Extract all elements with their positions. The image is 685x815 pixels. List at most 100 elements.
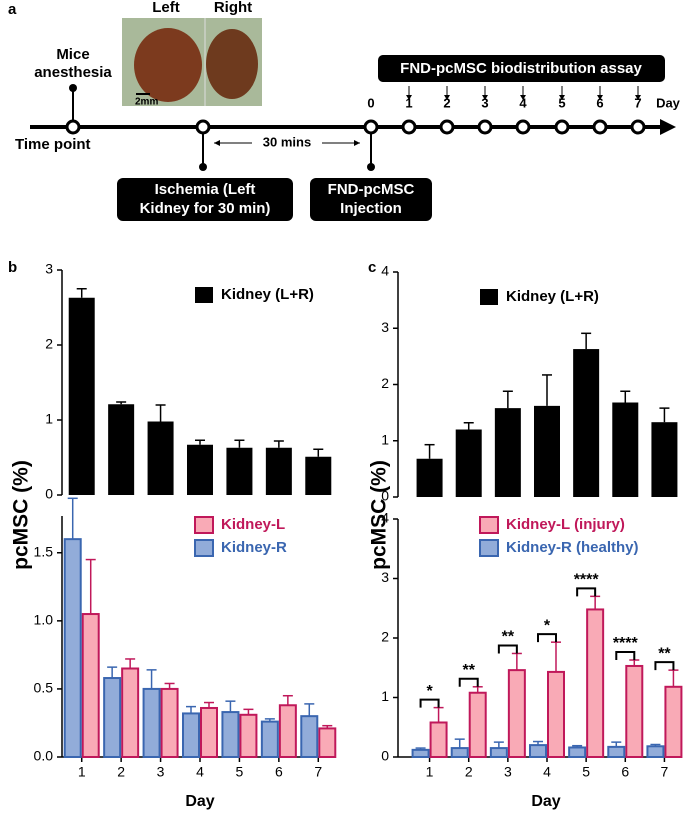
significance-bracket [497, 644, 518, 654]
day-label: 1 [405, 95, 412, 110]
y-tick-label: 1 [45, 411, 53, 427]
x-tick-label: 2 [117, 764, 125, 780]
y-tick-label: 1.0 [34, 612, 54, 628]
time-point [515, 119, 531, 135]
y-tick-label: 0.5 [34, 680, 54, 696]
y-tick-label: 2 [381, 629, 389, 645]
significance-bracket [576, 587, 597, 597]
day-label: 6 [596, 95, 603, 110]
time-point [363, 119, 379, 135]
arrow-head [406, 95, 412, 100]
ischemia-label: Kidney for 30 min) [140, 200, 271, 217]
bar [411, 748, 430, 758]
bar [468, 691, 487, 758]
bar [265, 447, 292, 495]
bar [625, 664, 644, 759]
bar [318, 727, 337, 759]
scale-label: 2mm [135, 97, 158, 108]
bar [239, 713, 258, 758]
y-tick-label: 3 [45, 261, 53, 277]
timeline-arrow [660, 119, 676, 135]
y-tick-label: 2 [45, 336, 53, 352]
bar [68, 297, 95, 495]
bar [646, 745, 665, 758]
significance-label: **** [574, 572, 600, 589]
significance-bracket [654, 661, 675, 671]
x-tick-label: 5 [236, 764, 244, 780]
bar [221, 711, 240, 759]
x-tick-label: 3 [157, 764, 165, 780]
significance-label: * [544, 617, 551, 634]
bar [568, 746, 587, 758]
arrow-head [482, 95, 488, 100]
time-point [439, 119, 455, 135]
bar [494, 408, 521, 497]
x-tick-label: 4 [196, 764, 204, 780]
panel-label: c [368, 259, 376, 276]
ischemia-box [117, 178, 293, 221]
bar [664, 685, 683, 758]
y-tick-label: 0 [381, 488, 389, 504]
stem-dot [69, 84, 77, 92]
arrow-head [635, 95, 641, 100]
x-tick-label: 2 [465, 764, 473, 780]
bar [586, 608, 605, 758]
bar [651, 422, 678, 497]
time-point [65, 119, 81, 135]
y-axis-label: pcMSC (%) [368, 460, 391, 570]
injection-label: FND-pcMSC [328, 181, 415, 198]
bar [573, 349, 600, 497]
photo-label: Right [214, 0, 252, 16]
left-kidney [134, 28, 202, 102]
assay-label: FND-pcMSC biodistribution assay [400, 60, 642, 77]
day-label: 5 [558, 95, 565, 110]
bar [121, 667, 140, 759]
y-tick-label: 3 [381, 569, 389, 585]
legend-swatch [480, 289, 498, 305]
significance-label: ** [502, 629, 515, 646]
y-tick-label: 1.5 [34, 543, 54, 559]
bar [160, 687, 179, 758]
arrow-head [559, 95, 565, 100]
significance-label: **** [613, 635, 639, 652]
significance-bracket [615, 651, 636, 661]
ischemia-label: Ischemia (Left [155, 181, 256, 198]
day-label: 7 [634, 95, 641, 110]
time-point [592, 119, 608, 135]
time-point [477, 119, 493, 135]
x-tick-label: 1 [426, 764, 434, 780]
significance-label: * [426, 683, 433, 700]
legend-label: Kidney-L [221, 516, 285, 533]
time-point [554, 119, 570, 135]
significance-label: ** [462, 662, 475, 679]
legend-swatch [479, 539, 499, 557]
x-tick-label: 3 [504, 764, 512, 780]
x-tick-label: 1 [78, 764, 86, 780]
y-tick-label: 4 [381, 510, 389, 526]
time-point [630, 119, 646, 135]
y-axis-label: pcMSC (%) [10, 460, 33, 570]
bar [182, 712, 200, 759]
legend-label: Kidney-R (healthy) [506, 539, 639, 556]
arrow-head [520, 95, 526, 100]
injection-label: Injection [340, 200, 402, 217]
anesthesia-label: Mice [56, 46, 89, 63]
bar [81, 613, 100, 758]
bar [226, 447, 253, 495]
arrow-head [214, 140, 220, 146]
significance-label: ** [658, 645, 671, 662]
day-label: 3 [481, 95, 488, 110]
right-kidney [206, 29, 258, 99]
bar [612, 402, 639, 497]
bar [305, 456, 332, 495]
y-tick-label: 0.0 [34, 748, 54, 764]
y-tick-label: 0 [381, 748, 389, 764]
stem-dot [367, 163, 375, 171]
time-point [401, 119, 417, 135]
bar [489, 747, 508, 759]
y-tick-label: 0 [45, 486, 53, 502]
bar [507, 669, 526, 759]
panel-label: b [8, 259, 17, 276]
anesthesia-label: anesthesia [34, 64, 112, 81]
bar [547, 670, 565, 758]
